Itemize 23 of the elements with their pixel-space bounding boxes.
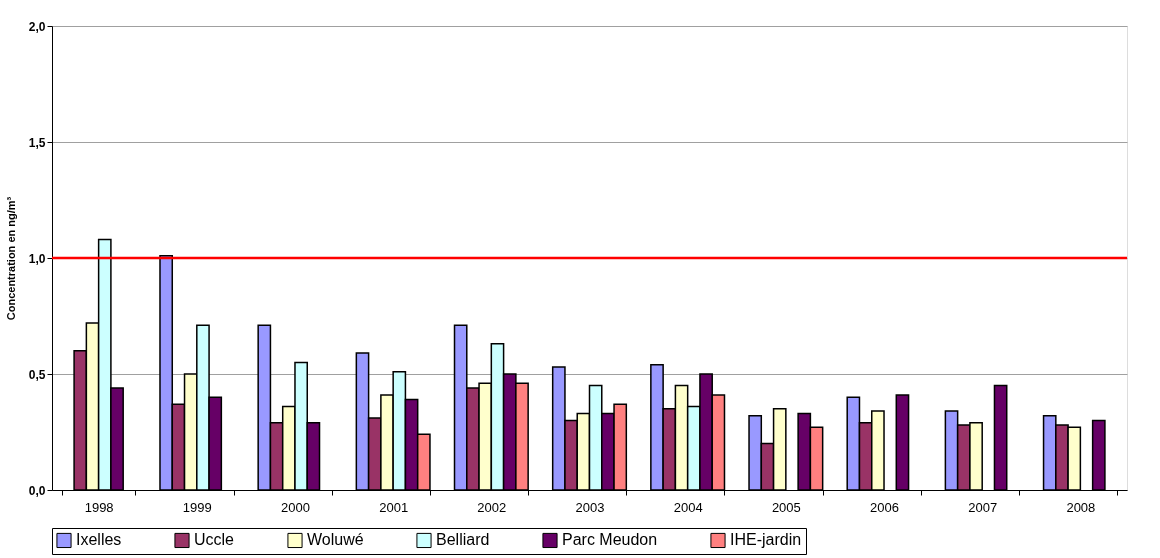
x-tick-label: 2001 [379,499,409,515]
legend-label: Belliard [436,531,490,549]
y-axis-title: Concentration en ng/m³ [4,196,17,321]
x-tick-label: 2004 [673,499,703,515]
x-tick-label: 1999 [182,499,212,515]
y-tick-label: 2,0 [28,19,46,34]
legend-label: Woluwé [307,531,364,549]
x-tick-label: 2002 [477,499,507,515]
x-tick-label: 1998 [84,499,114,515]
x-tick-label: 2000 [281,499,310,515]
x-tick-label: 2007 [968,499,998,515]
y-tick-label: 1,5 [28,135,46,150]
y-tick-label: 0,0 [28,483,46,498]
x-tick-label: 2006 [870,499,899,515]
x-tick-label: 2008 [1066,499,1096,515]
x-tick-label: 2003 [575,499,605,515]
y-tick-label: 1,0 [28,251,46,266]
legend-label: Uccle [194,531,235,549]
legend-label: Parc Meudon [562,531,658,549]
legend-label: Ixelles [76,531,122,549]
y-tick-label: 0,5 [28,367,46,382]
legend-label: IHE-jardin [730,531,802,549]
x-tick-label: 2005 [771,499,801,515]
